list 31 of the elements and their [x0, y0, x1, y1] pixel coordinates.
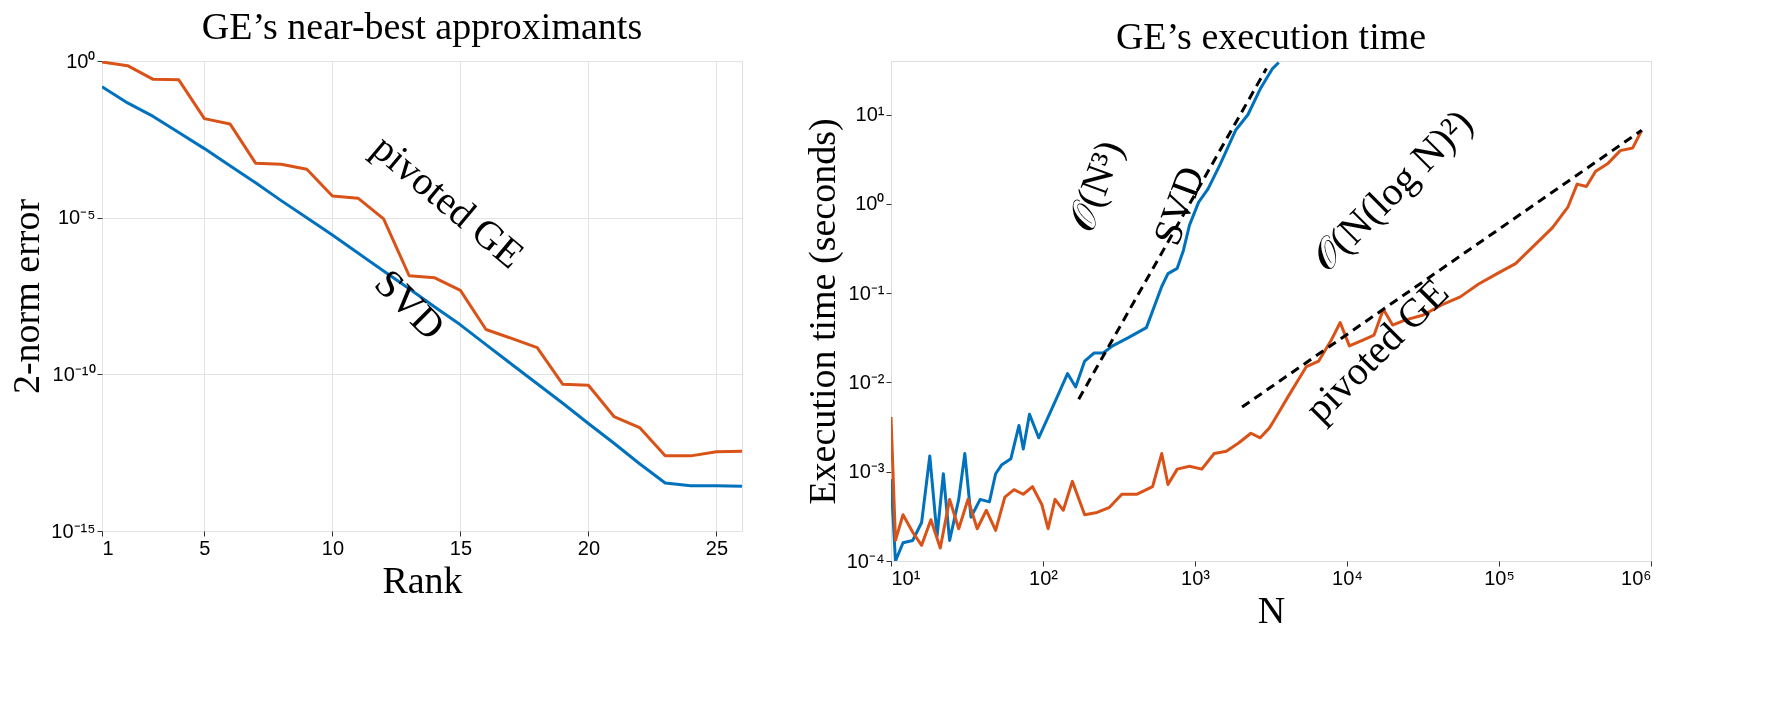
chart-title: GE’s execution time [1115, 15, 1427, 57]
x-tick-label: 10² [1029, 566, 1059, 589]
y-tick-label: 10⁰ [855, 192, 885, 215]
x-tick-label: 25 [705, 536, 729, 559]
x-tick-label: 10⁵ [1484, 566, 1515, 589]
y-tick-label: 10⁻³ [848, 460, 885, 483]
x-axis-title: N [1257, 588, 1286, 631]
x-tick-label: 10³ [1181, 566, 1211, 589]
y-tick-label: 10⁻² [848, 370, 885, 393]
x-tick-label: 15 [449, 536, 473, 559]
y-tick-label: 10⁻¹⁵ [51, 519, 96, 542]
y-tick-label: 10⁻¹ [848, 281, 885, 304]
x-axis-title: Rank [382, 558, 463, 601]
y-axis-title: Execution time (seconds) [800, 118, 844, 505]
chart-title: GE’s near-best approximants [201, 5, 643, 47]
y-tick-label: 10⁻⁵ [57, 206, 96, 229]
x-tick-label: 5 [199, 536, 211, 559]
annotation: SVD [366, 260, 455, 349]
x-tick-label: 10¹ [891, 566, 921, 589]
annotation: SVD [1143, 160, 1214, 251]
y-tick-label: 10⁻⁴ [846, 549, 885, 572]
x-tick-label: 1 [102, 536, 114, 559]
y-axis-title: 2-norm error [5, 198, 48, 395]
y-tick-label: 10⁰ [66, 49, 96, 72]
x-tick-label: 10 [321, 536, 345, 559]
y-tick-label: 10¹ [855, 103, 885, 126]
x-tick-label: 10⁴ [1332, 566, 1363, 589]
y-tick-label: 10⁻¹⁰ [52, 362, 96, 385]
x-tick-label: 10⁶ [1621, 566, 1652, 589]
x-tick-label: 20 [577, 536, 601, 559]
annotation: 𝒪(N³) [1057, 134, 1132, 237]
